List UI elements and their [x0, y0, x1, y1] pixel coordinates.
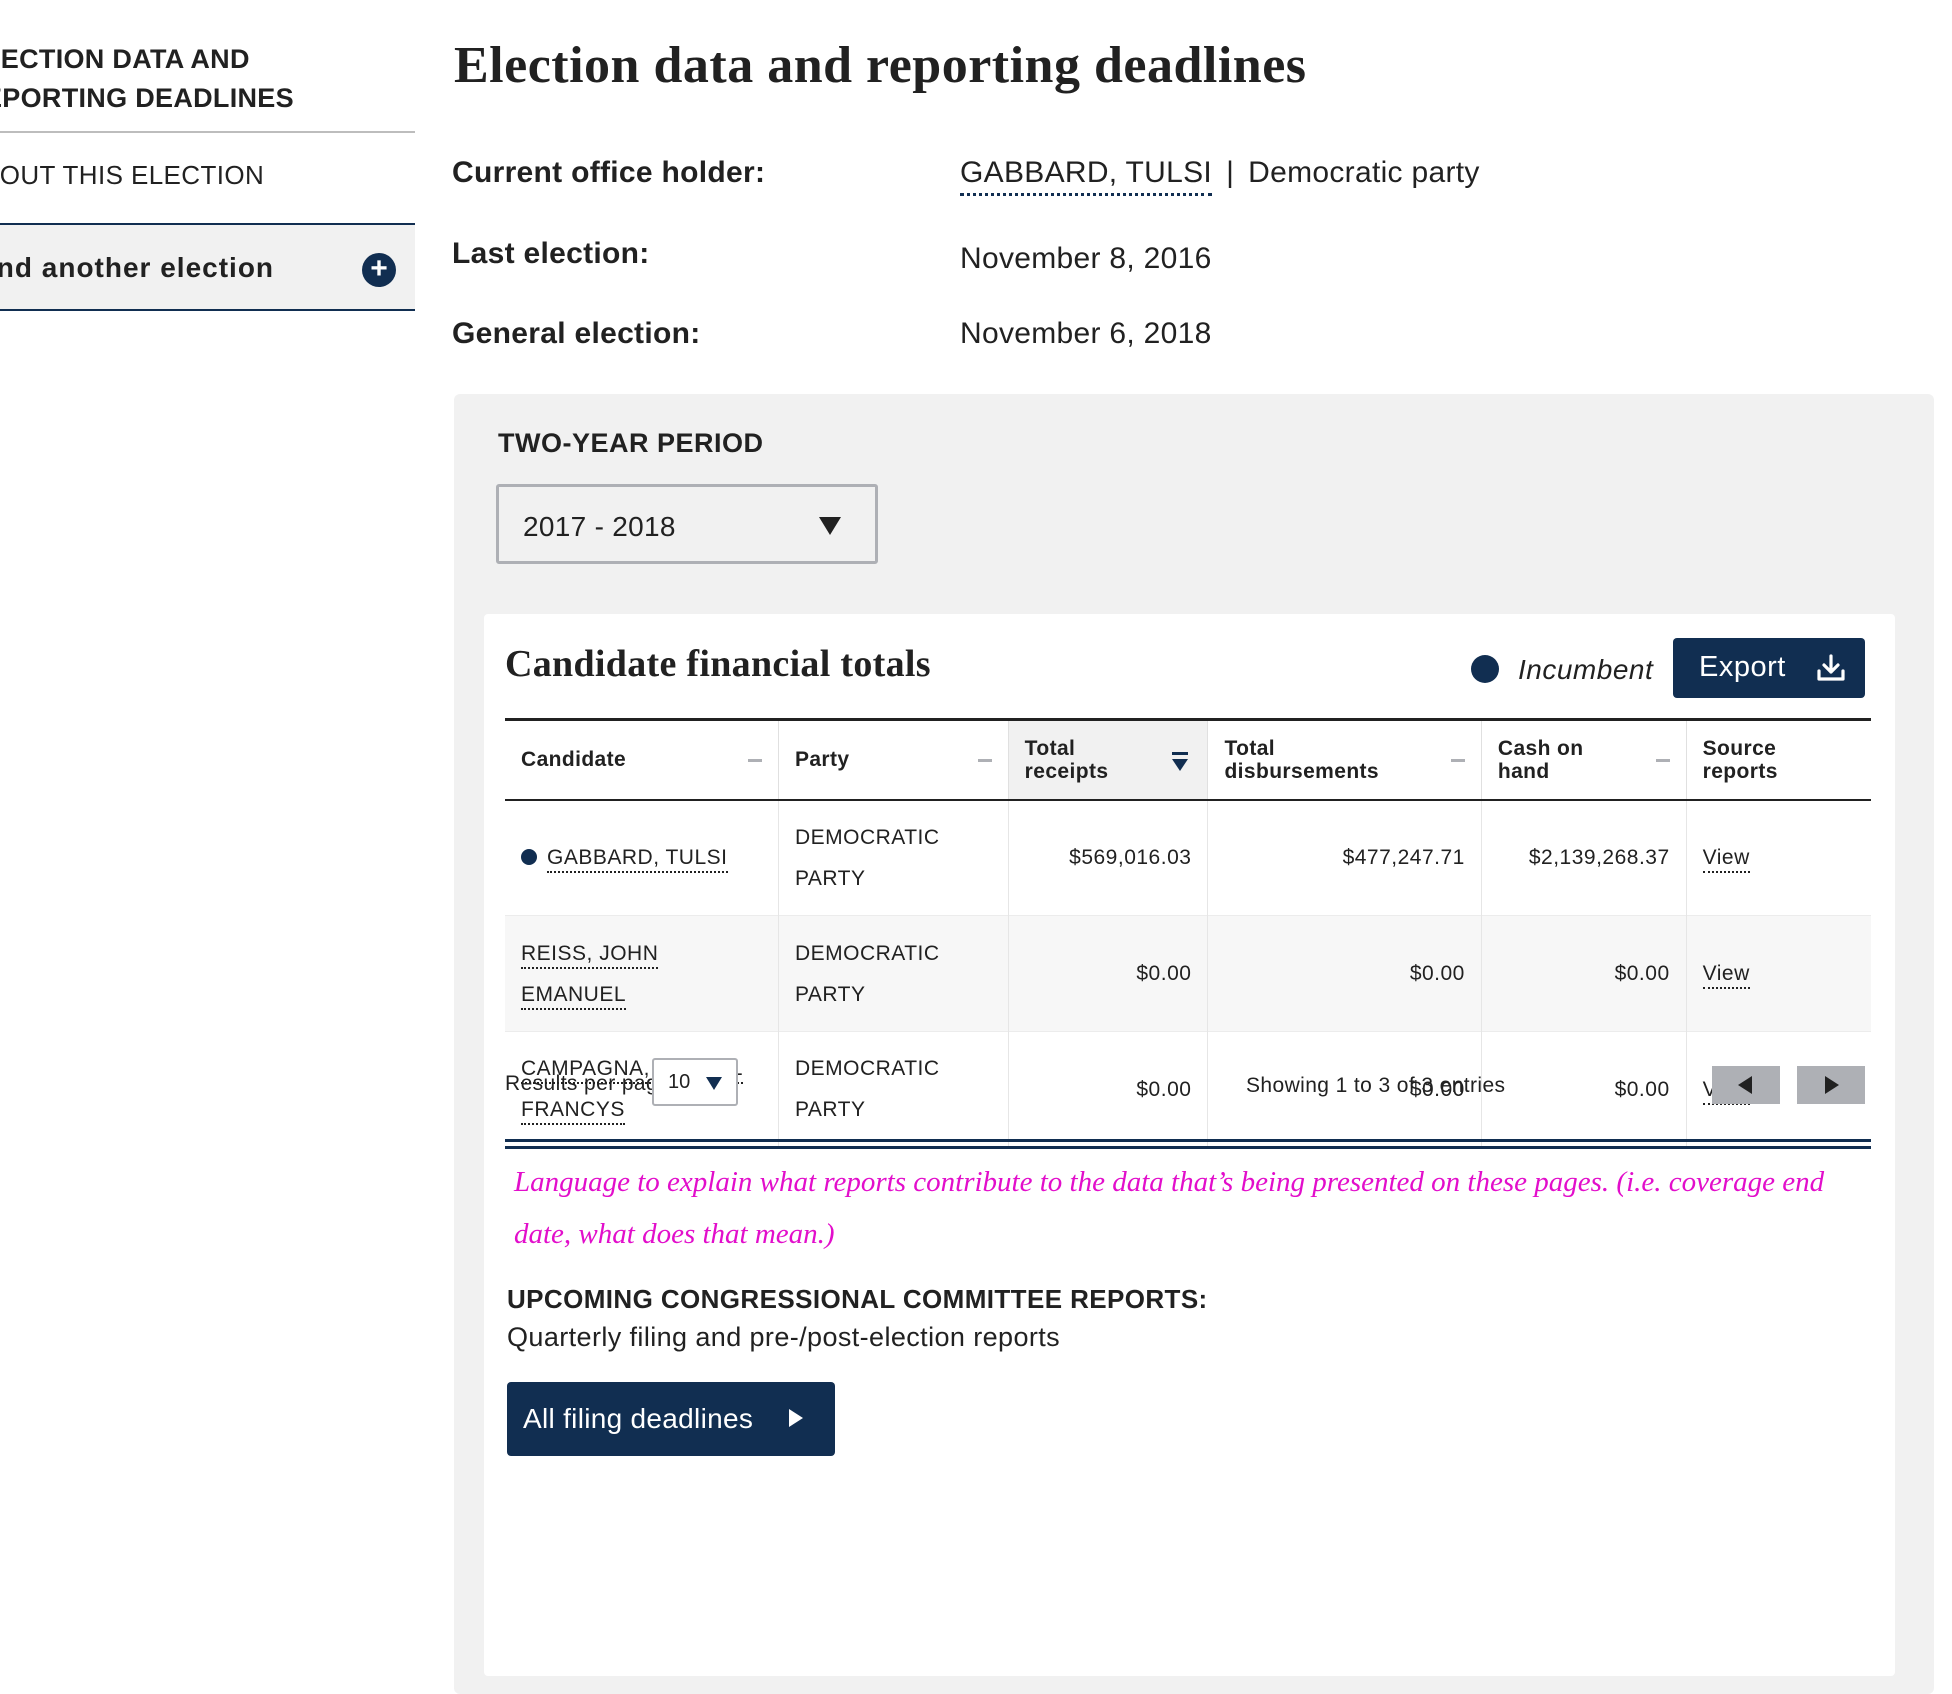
sort-icon — [747, 759, 762, 762]
next-page-button[interactable] — [1797, 1066, 1865, 1104]
column-header-total-receipts[interactable]: Total receipts — [1008, 719, 1209, 800]
candidate-link[interactable]: GABBARD, TULSI — [547, 846, 728, 874]
column-header-source-reports: Source reports — [1686, 720, 1871, 800]
general-election-label: General election: — [452, 317, 701, 350]
party-text: PARTY — [794, 866, 866, 890]
table-row: GABBARD, TULSI DEMOCRATIC PARTY $569,016.… — [505, 799, 1871, 916]
sort-icon — [1450, 759, 1465, 762]
column-header-label: Total — [1224, 736, 1276, 760]
financial-totals-card: Candidate financial totals Incumbent Exp… — [484, 614, 1895, 1676]
party-text: DEMOCRATIC — [794, 1057, 940, 1080]
cash-on-hand-cell: $2,139,268.37 — [1481, 799, 1687, 916]
general-election-value: November 6, 2018 — [960, 317, 1212, 350]
candidate-cell: REISS, JOHN EMANUEL — [505, 915, 779, 1032]
arrow-right-icon — [1825, 1076, 1839, 1094]
sort-icon — [977, 759, 992, 762]
cash-on-hand-cell: $0.00 — [1481, 915, 1687, 1032]
view-source-link[interactable]: View — [1702, 962, 1750, 989]
table-footer-divider — [505, 1139, 1871, 1142]
column-header-label: Source — [1702, 736, 1777, 760]
sort-icon — [1655, 759, 1670, 762]
export-button-label: Export — [1699, 651, 1786, 683]
financial-totals-title: Candidate financial totals — [505, 643, 931, 685]
chevron-down-icon — [819, 517, 841, 535]
candidate-link[interactable]: REISS, JOHN EMANUEL — [521, 941, 659, 1010]
results-per-page-select[interactable]: 10 — [652, 1058, 738, 1106]
candidate-link[interactable]: FRANCYS — [521, 1098, 625, 1125]
source-cell: View — [1686, 915, 1871, 1032]
two-year-period-select[interactable]: 2017 - 2018 — [496, 484, 878, 564]
current-office-holder-value: GABBARD, TULSI | Democratic party — [960, 156, 1480, 196]
results-per-page-value: 10 — [668, 1071, 691, 1093]
sidebar-divider — [0, 131, 415, 133]
column-header-label: Cash on — [1497, 736, 1584, 760]
office-holder-link[interactable]: GABBARD, TULSI — [960, 156, 1213, 196]
entries-count: Showing 1 to 3 of 3 entries — [1246, 1074, 1506, 1097]
sidebar-title-line1: LECTION DATA AND — [0, 44, 250, 74]
column-header-label: Party — [794, 748, 850, 772]
disbursements-cell: $0.00 — [1207, 1031, 1482, 1148]
column-header-label: Candidate — [521, 748, 627, 772]
explanatory-note: Language to explain what reports contrib… — [514, 1166, 1825, 1250]
page-title: Election data and reporting deadlines — [454, 37, 1307, 94]
party-text: DEMOCRATIC — [794, 941, 940, 965]
sidebar-item-about[interactable]: BOUT THIS ELECTION — [0, 160, 265, 190]
last-election-value: November 8, 2016 — [960, 242, 1212, 275]
export-button[interactable]: Export — [1673, 638, 1865, 698]
column-header-label: Total — [1024, 736, 1076, 760]
incumbent-dot-icon — [521, 849, 537, 866]
column-header-total-disbursements[interactable]: Total disbursements — [1207, 719, 1482, 800]
party-cell: DEMOCRATIC PARTY — [778, 915, 1009, 1032]
source-cell: View — [1686, 800, 1871, 916]
table-row: REISS, JOHN EMANUEL DEMOCRATIC PARTY $0.0… — [505, 915, 1871, 1032]
receipts-cell: $0.00 — [1008, 915, 1209, 1032]
column-header-label: reports — [1702, 759, 1778, 783]
two-year-period-value: 2017 - 2018 — [523, 511, 676, 542]
party-text: PARTY — [794, 982, 866, 1006]
arrow-right-icon — [789, 1409, 803, 1427]
results-per-page-label: Results per page: — [505, 1072, 677, 1095]
receipts-cell: $569,016.03 — [1008, 799, 1209, 916]
last-election-label: Last election: — [452, 237, 650, 270]
financial-totals-table: Candidate Party Total receipts — [505, 718, 1871, 1149]
candidate-cell: GABBARD, TULSI — [505, 799, 779, 916]
current-office-holder-label: Current office holder: — [452, 156, 766, 189]
two-year-period-label: TWO-YEAR PERIOD — [498, 428, 764, 458]
previous-page-button[interactable] — [1712, 1066, 1780, 1104]
table-header-row: Candidate Party Total receipts — [505, 719, 1871, 800]
column-header-label: receipts — [1024, 759, 1109, 783]
all-filing-deadlines-label: All filing deadlines — [523, 1403, 754, 1434]
party-cell: DEMOCRATIC PARTY — [778, 799, 1009, 916]
upcoming-reports-text: Quarterly filing and pre-/post-election … — [507, 1322, 1061, 1352]
disbursements-cell: $477,247.71 — [1207, 799, 1482, 916]
column-header-party[interactable]: Party — [778, 719, 1009, 800]
party-text: DEMOCRATIC — [794, 825, 940, 849]
download-icon — [1817, 654, 1845, 681]
column-header-cash-on-hand[interactable]: Cash on hand — [1481, 719, 1687, 800]
cash-on-hand-cell: $0.00 — [1481, 1031, 1687, 1148]
election-data-panel: TWO-YEAR PERIOD 2017 - 2018 Candidate fi… — [454, 394, 1934, 1694]
receipts-cell: $0.00 — [1008, 1031, 1209, 1148]
view-source-link[interactable]: View — [1702, 846, 1750, 874]
sort-descending-icon — [1172, 752, 1189, 771]
incumbent-dot-icon — [1471, 655, 1499, 683]
party-cell: DEMOCRATIC PARTY — [778, 1031, 1009, 1148]
incumbent-legend-label: Incumbent — [1518, 654, 1654, 685]
office-holder-party: Democratic party — [1248, 156, 1480, 189]
find-another-election-toggle[interactable]: ind another election + — [0, 223, 415, 311]
column-header-label: hand — [1497, 759, 1550, 783]
separator: | — [1226, 156, 1235, 189]
column-header-candidate[interactable]: Candidate — [505, 719, 779, 800]
plus-circle-icon[interactable]: + — [362, 253, 396, 287]
sidebar-title-line2: EPORTING DEADLINES — [0, 83, 294, 113]
party-text: PARTY — [794, 1098, 866, 1121]
find-another-election-label: ind another election — [0, 252, 275, 283]
sidebar-item-election-data[interactable]: LECTION DATA AND EPORTING DEADLINES — [0, 40, 404, 118]
arrow-left-icon — [1738, 1076, 1752, 1094]
disbursements-cell: $0.00 — [1207, 915, 1482, 1032]
upcoming-reports-title: UPCOMING CONGRESSIONAL COMMITTEE REPORTS… — [507, 1284, 1208, 1314]
all-filing-deadlines-button[interactable]: All filing deadlines — [507, 1382, 835, 1456]
column-header-label: disbursements — [1224, 759, 1380, 783]
chevron-down-icon — [706, 1077, 722, 1090]
